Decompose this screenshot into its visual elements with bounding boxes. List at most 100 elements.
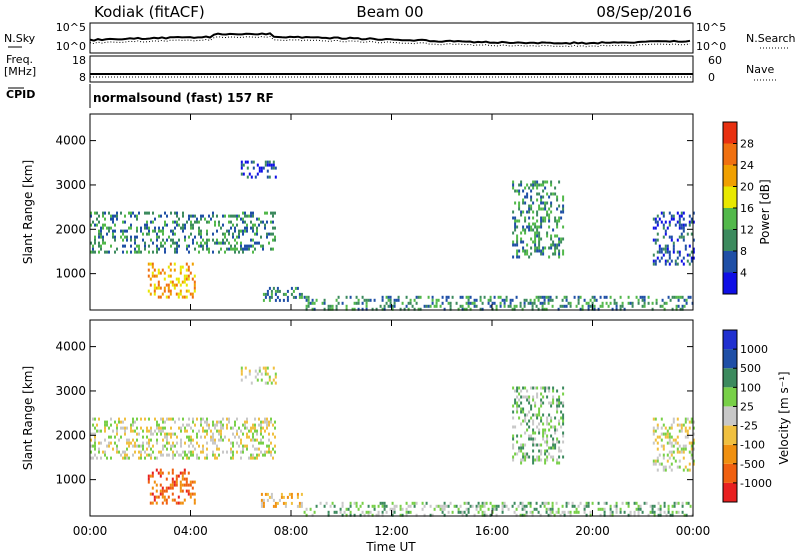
velocity-cell-2 xyxy=(282,501,285,505)
power-cell-0 xyxy=(274,226,276,230)
power-cell-0 xyxy=(236,223,238,227)
power-cell-3 xyxy=(521,307,524,311)
power-cell-0 xyxy=(172,238,174,242)
velocity-cell-4 xyxy=(532,443,535,447)
velocity-cell-3 xyxy=(379,501,382,505)
power-cell-3 xyxy=(515,295,518,299)
velocity-cell-0 xyxy=(266,426,268,430)
power-cell-0 xyxy=(170,244,172,248)
power-cell-3 xyxy=(575,304,578,308)
power-cell-3 xyxy=(487,298,490,302)
power-cell-0 xyxy=(242,229,244,233)
velocity-cell-3 xyxy=(371,504,374,508)
velocity-cell-5 xyxy=(684,435,687,439)
velocity-cell-3 xyxy=(561,504,564,508)
power-cell-1 xyxy=(167,286,170,290)
velocity-cell-4 xyxy=(562,455,565,459)
power-cell-0 xyxy=(166,214,168,218)
power-cell-4 xyxy=(522,240,525,244)
velocity-cell-3 xyxy=(519,513,522,517)
velocity-cell-4 xyxy=(548,389,551,393)
power-cell-5 xyxy=(666,259,669,263)
power-cell-0 xyxy=(156,235,158,239)
velocity-cell-0 xyxy=(216,444,218,448)
velocity-cell-0 xyxy=(192,420,194,424)
power-cell-0 xyxy=(216,229,218,233)
velocity-cell-5 xyxy=(660,426,663,430)
power-cell-4 xyxy=(548,213,551,217)
velocity-cell-4 xyxy=(516,434,519,438)
velocity-cell-0 xyxy=(124,456,126,460)
power-cell-1 xyxy=(173,286,176,290)
velocity-cell-3 xyxy=(401,513,404,517)
power-cell-3 xyxy=(531,301,534,305)
velocity-cell-1 xyxy=(171,480,174,484)
power-cell-4 xyxy=(512,243,515,247)
velocity-cell-3 xyxy=(589,513,592,517)
velocity-cell-1 xyxy=(191,492,194,496)
power-cell-4 xyxy=(550,210,553,214)
velocity-cell-4 xyxy=(524,419,527,423)
power-cell-3 xyxy=(389,298,392,302)
velocity-cell-5 xyxy=(652,441,655,445)
power-cell-3 xyxy=(677,295,680,299)
velocity-cell-5 xyxy=(676,423,679,427)
power-cell-3 xyxy=(429,304,432,308)
velocity-cell-0 xyxy=(272,456,274,460)
velocity-cell-0 xyxy=(166,417,168,421)
velocity-cell-4 xyxy=(560,410,563,414)
velocity-cell-1 xyxy=(165,477,168,481)
velocity-cell-0 xyxy=(166,447,168,451)
velocity-cell-3 xyxy=(313,510,316,514)
power-cell-3 xyxy=(501,298,504,302)
power-cell-6 xyxy=(268,175,271,179)
velocity-cell-3 xyxy=(349,504,352,508)
power-cell-0 xyxy=(176,241,178,245)
power-cell-6 xyxy=(240,160,243,164)
velocity-cell-4 xyxy=(548,413,551,417)
velocity-cell-3 xyxy=(367,504,370,508)
velocity-cell-4 xyxy=(524,458,527,462)
velocity-cell-3 xyxy=(503,504,506,508)
power-cell-0 xyxy=(212,250,214,254)
power-cell-4 xyxy=(524,249,527,253)
velocity-cell-3 xyxy=(483,504,486,508)
velocity-cell-3 xyxy=(447,504,450,508)
power-cell-4 xyxy=(512,240,515,244)
velocity-cell-3 xyxy=(555,510,558,514)
velocity-cell-0 xyxy=(98,417,100,421)
velocity-cell-0 xyxy=(194,423,196,427)
velocity-cell-4 xyxy=(558,398,561,402)
velocity-cell-3 xyxy=(577,504,580,508)
power-cell-0 xyxy=(114,238,116,242)
power-cell-5 xyxy=(676,256,679,260)
power-cell-1 xyxy=(193,274,196,278)
power-cell-3 xyxy=(495,304,498,308)
power-cell-5 xyxy=(664,262,667,266)
velocity-colorbar-swatch-2 xyxy=(723,444,737,464)
velocity-cell-4 xyxy=(562,416,565,420)
velocity-cell-3 xyxy=(493,504,496,508)
velocity-cell-3 xyxy=(667,507,670,511)
power-cell-4 xyxy=(516,240,519,244)
power-cell-4 xyxy=(534,240,537,244)
velocity-cell-3 xyxy=(377,510,380,514)
velocity-cell-0 xyxy=(138,444,140,448)
velocity-cell-3 xyxy=(415,513,418,517)
power-cell-0 xyxy=(198,232,200,236)
power-cell-0 xyxy=(104,223,106,227)
velocity-cell-0 xyxy=(264,453,266,457)
velocity-cell-0 xyxy=(128,441,130,445)
power-cell-5 xyxy=(664,250,667,254)
power-cell-4 xyxy=(518,192,521,196)
velocity-cell-5 xyxy=(672,444,675,448)
power-cell-3 xyxy=(593,304,596,308)
velocity-cell-5 xyxy=(684,465,687,469)
power-cell-3 xyxy=(639,295,642,299)
power-cell-0 xyxy=(120,229,122,233)
velocity-cell-2 xyxy=(278,498,281,502)
power-cell-3 xyxy=(335,298,338,302)
power-cell-0 xyxy=(102,211,104,215)
power-cell-0 xyxy=(106,250,108,254)
power-cell-0 xyxy=(238,250,240,254)
